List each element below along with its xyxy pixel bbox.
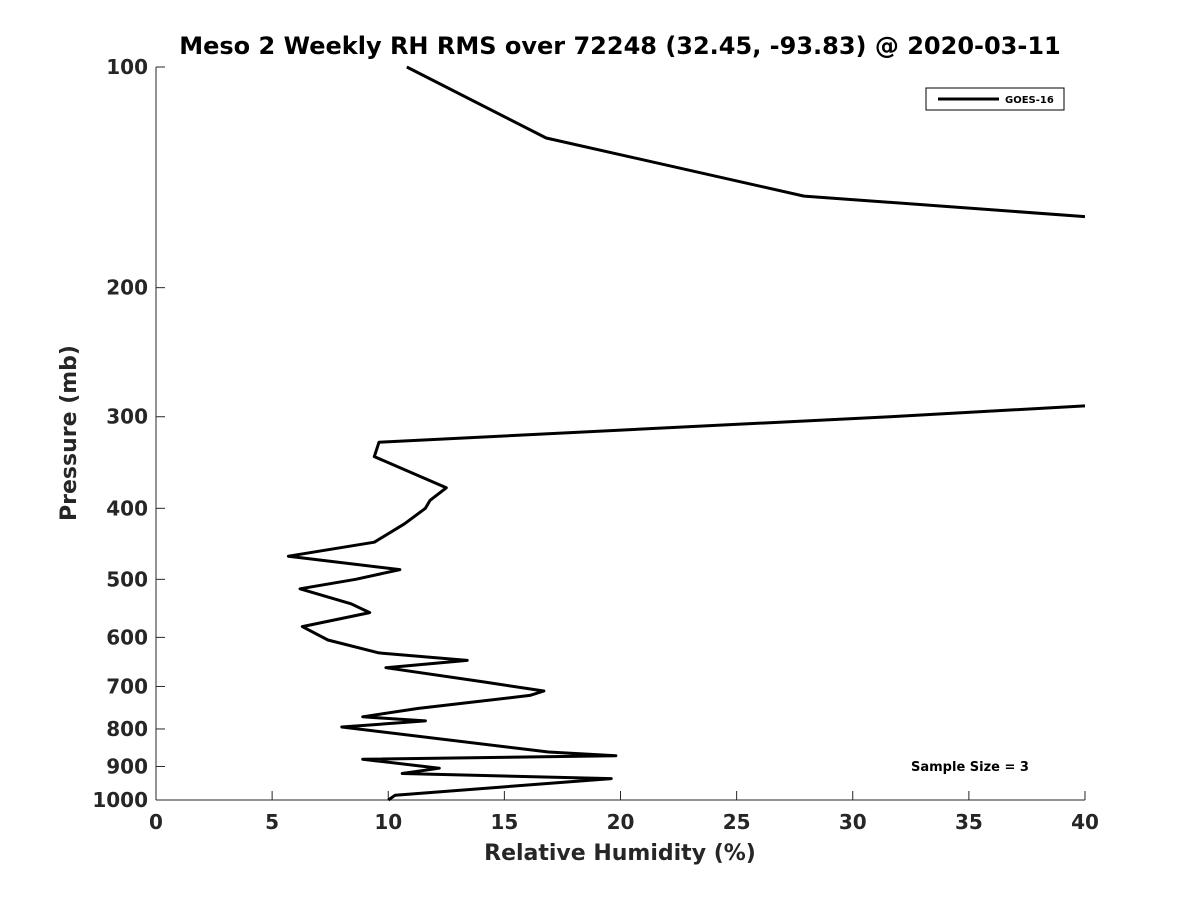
series-line-goes-16 <box>286 404 1085 802</box>
x-axis-label: Relative Humidity (%) <box>484 841 756 866</box>
x-tick-label: 0 <box>149 810 163 834</box>
y-tick-label: 1000 <box>92 788 148 812</box>
x-tick-label: 20 <box>607 810 635 834</box>
chart-title: Meso 2 Weekly RH RMS over 72248 (32.45, … <box>179 32 1061 60</box>
x-tick-label: 30 <box>839 810 867 834</box>
y-tick-label: 700 <box>106 674 148 698</box>
x-tick-label: 35 <box>955 810 983 834</box>
x-tick-label: 25 <box>723 810 751 834</box>
sample-size-annotation: Sample Size = 3 <box>911 760 1029 775</box>
x-tick-label: 10 <box>374 810 402 834</box>
plot-area <box>286 65 1085 802</box>
y-tick-label: 800 <box>106 717 148 741</box>
axes <box>155 67 1085 801</box>
y-axis-label: Pressure (mb) <box>57 345 82 521</box>
x-tick-label: 15 <box>490 810 518 834</box>
y-tick-label: 400 <box>106 496 148 520</box>
y-tick-label: 900 <box>106 754 148 778</box>
y-tick-label: 200 <box>106 276 148 300</box>
x-axis-ticks: 0 5 10 15 20 25 30 35 40 <box>149 791 1099 834</box>
y-axis-ticks: 100 200 300 400 500 600 700 800 900 1000 <box>92 55 165 812</box>
y-tick-label: 100 <box>106 55 148 79</box>
series-line-goes-16 <box>406 65 1085 219</box>
y-tick-label: 500 <box>106 567 148 591</box>
y-tick-label: 600 <box>106 625 148 649</box>
legend-label-goes-16: GOES-16 <box>1005 95 1054 106</box>
x-tick-label: 40 <box>1071 810 1099 834</box>
y-tick-label: 300 <box>106 405 148 429</box>
x-tick-label: 5 <box>265 810 279 834</box>
legend: GOES-16 <box>925 87 1065 111</box>
